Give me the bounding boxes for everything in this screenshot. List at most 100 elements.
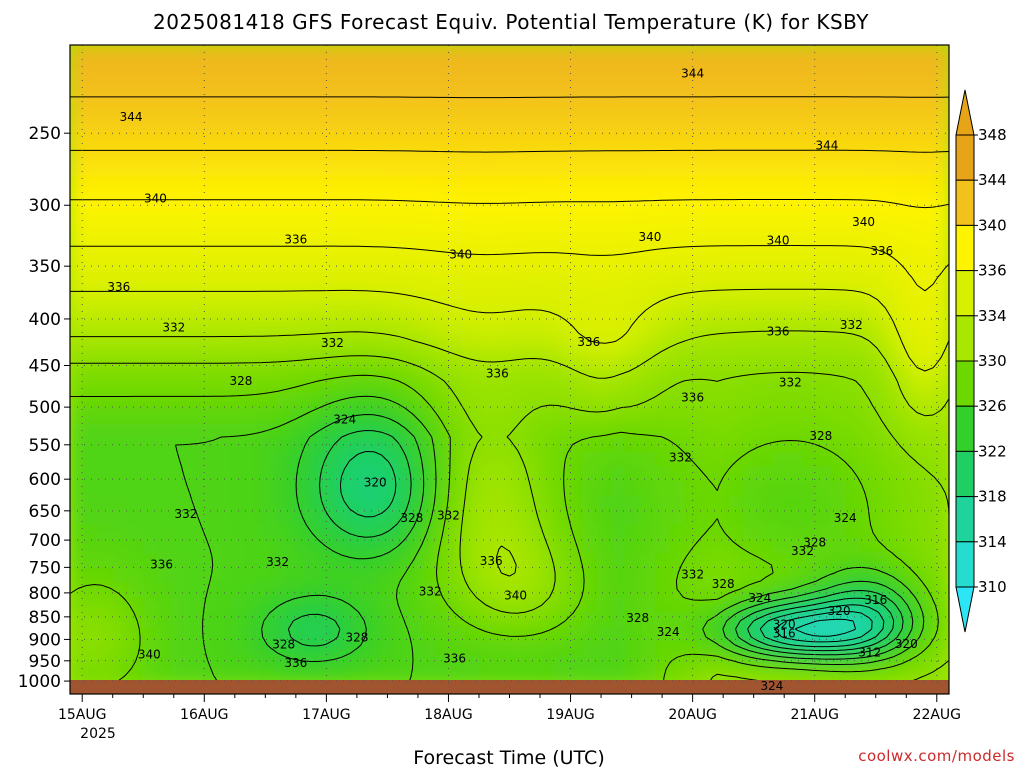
- field-cell: [157, 466, 174, 482]
- field-cell: [435, 320, 452, 337]
- field-cell: [274, 335, 291, 351]
- field-cell: [142, 626, 159, 642]
- field-cell: [728, 437, 745, 453]
- field-cell: [758, 510, 774, 526]
- field-cell: [377, 146, 393, 162]
- field-cell: [406, 611, 423, 628]
- field-cell: [157, 582, 174, 599]
- field-cell: [933, 335, 949, 351]
- field-cell: [333, 73, 349, 90]
- field-cell: [538, 262, 554, 279]
- field-cell: [303, 553, 320, 570]
- field-cell: [333, 524, 349, 540]
- field-cell: [494, 379, 511, 395]
- field-cell: [933, 539, 949, 555]
- field-cell: [611, 45, 628, 60]
- field-cell: [142, 495, 159, 511]
- contour-336: [70, 288, 949, 372]
- field-cell: [699, 262, 716, 279]
- field-cell: [553, 248, 569, 264]
- field-cell: [802, 364, 818, 380]
- field-cell: [465, 364, 481, 380]
- contour-label: 328: [712, 577, 735, 591]
- field-cell: [201, 262, 217, 279]
- field-cell: [450, 59, 467, 75]
- credit-link[interactable]: coolwx.com/models: [858, 747, 1015, 765]
- field-cell: [846, 233, 862, 250]
- field-cell: [553, 88, 569, 104]
- field-cell: [216, 539, 232, 555]
- field-cell: [260, 451, 276, 468]
- field-cell: [303, 466, 320, 482]
- field-cell: [142, 291, 159, 308]
- field-cell: [362, 262, 379, 279]
- field-cell: [846, 131, 862, 148]
- field-cell: [186, 422, 203, 439]
- field-cell: [743, 364, 760, 380]
- field-cell: [772, 379, 789, 395]
- field-cell: [889, 146, 906, 162]
- field-cell: [347, 102, 364, 119]
- field-cell: [230, 611, 247, 628]
- field-cell: [450, 102, 467, 119]
- field-cell: [889, 510, 906, 526]
- field-cell: [802, 466, 818, 482]
- field-cell: [201, 204, 217, 220]
- field-cell: [245, 102, 261, 119]
- field-cell: [875, 466, 891, 482]
- field-cell: [582, 655, 598, 671]
- field-cell: [157, 219, 174, 235]
- field-cell: [274, 262, 291, 279]
- field-cell: [435, 393, 452, 410]
- field-cell: [465, 204, 481, 220]
- field-cell: [684, 320, 701, 337]
- field-cell: [714, 88, 730, 104]
- field-cell: [596, 437, 613, 453]
- field-cell: [128, 539, 144, 555]
- y-tick-label: 600: [29, 470, 61, 490]
- field-cell: [626, 379, 642, 395]
- field-cell: [362, 59, 379, 75]
- field-cell: [318, 495, 335, 511]
- field-cell: [494, 262, 511, 279]
- field-cell: [831, 568, 847, 584]
- field-cell: [142, 204, 159, 220]
- field-cell: [347, 291, 364, 308]
- field-cell: [84, 597, 100, 613]
- field-cell: [98, 291, 115, 308]
- field-cell: [655, 190, 672, 206]
- contour-label: 332: [321, 336, 344, 350]
- field-cell: [538, 219, 554, 235]
- field-cell: [113, 45, 130, 60]
- field-cell: [538, 320, 554, 337]
- field-cell: [743, 233, 760, 250]
- field-cell: [172, 219, 188, 235]
- field-cell: [479, 640, 496, 657]
- field-cell: [347, 466, 364, 482]
- field-cell: [186, 364, 203, 380]
- field-cell: [70, 626, 86, 642]
- field-cell: [714, 160, 730, 177]
- field-cell: [128, 248, 144, 264]
- field-cell: [201, 582, 217, 599]
- field-cell: [919, 553, 935, 570]
- field-cell: [889, 204, 906, 220]
- field-cell: [538, 59, 554, 75]
- field-cell: [318, 335, 335, 351]
- field-cell: [230, 73, 247, 90]
- field-cell: [728, 45, 745, 60]
- field-cell: [230, 597, 247, 613]
- field-cell: [699, 335, 716, 351]
- field-cell: [230, 262, 247, 279]
- field-cell: [465, 175, 481, 191]
- field-cell: [450, 408, 467, 424]
- field-cell: [816, 655, 833, 671]
- field-cell: [787, 45, 804, 60]
- field-cell: [684, 655, 701, 671]
- field-cell: [333, 262, 349, 279]
- field-cell: [113, 466, 130, 482]
- field-cell: [230, 350, 247, 366]
- field-cell: [406, 233, 423, 250]
- field-cell: [596, 553, 613, 570]
- field-cell: [772, 393, 789, 410]
